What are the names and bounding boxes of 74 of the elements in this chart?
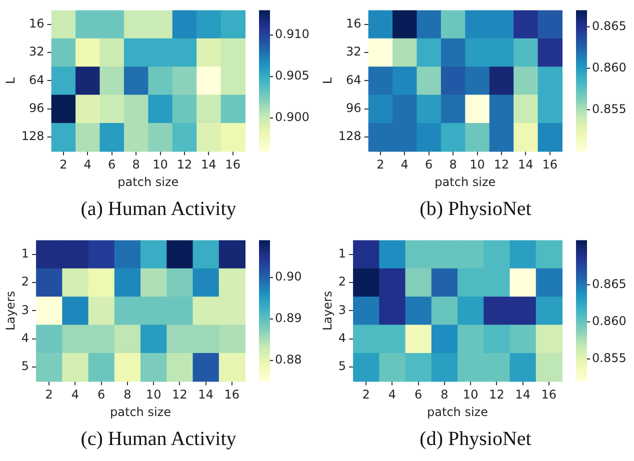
x-tick-label: 4 xyxy=(71,388,80,402)
color-bar-label: 0.855 xyxy=(592,351,626,366)
x-tick-label: 12 xyxy=(172,388,188,402)
x-tick-label: 16 xyxy=(225,158,241,172)
text: (b) PhysioNet xyxy=(418,198,532,221)
x-tick-label: 12 xyxy=(494,158,510,172)
x-tick-label: 4 xyxy=(388,388,396,402)
y-tick-label: 1 xyxy=(21,246,30,260)
x-tick-label: 14 xyxy=(201,158,216,172)
color-bar-label: 0.90 xyxy=(275,270,302,284)
x-tick-label: 4 xyxy=(84,158,92,172)
x-tick-label: 4 xyxy=(400,158,408,172)
color-bar-label: 0.865 xyxy=(592,276,626,291)
color-bar-label: 0.905 xyxy=(275,68,310,83)
y-axis-title: Layers xyxy=(320,290,334,331)
y-tick-label: 2 xyxy=(338,274,346,289)
color-bar-label: 0.860 xyxy=(592,60,626,74)
y-tick-label: 2 xyxy=(21,274,30,289)
color-bar-label: 0.910 xyxy=(275,27,310,42)
y-tick-label: 5 xyxy=(338,359,346,374)
x-tick-label: 16 xyxy=(542,158,558,172)
x-tick-label: 10 xyxy=(470,158,485,172)
x-axis-title: patch size xyxy=(427,404,488,419)
x-tick-label: 2 xyxy=(376,158,384,172)
x-tick-label: 12 xyxy=(489,388,504,402)
x-tick-label: 16 xyxy=(541,388,557,402)
text: (a) Human Activity xyxy=(80,198,238,221)
x-tick-label: 6 xyxy=(98,388,106,402)
x-tick-label: 16 xyxy=(224,388,240,402)
x-tick-label: 6 xyxy=(108,158,116,172)
y-tick-label: 128 xyxy=(21,129,44,144)
y-tick-label: 64 xyxy=(29,72,44,87)
x-tick-label: 10 xyxy=(462,388,478,402)
x-axis-title: patch size xyxy=(110,404,171,419)
x-axis-title: patch size xyxy=(118,174,179,189)
y-tick-label: 64 xyxy=(346,72,362,87)
color-bar-label: 0.860 xyxy=(592,314,626,328)
y-axis-title: L xyxy=(3,77,18,84)
y-tick-label: 3 xyxy=(338,302,346,317)
y-tick-label: 3 xyxy=(21,302,30,317)
x-tick-label: 10 xyxy=(152,158,168,172)
x-tick-label: 8 xyxy=(132,158,140,172)
text: (d) PhysioNet xyxy=(418,428,532,451)
color-bar-label: 0.89 xyxy=(275,311,302,326)
x-tick-label: 6 xyxy=(414,388,422,402)
color-bar-label: 0.900 xyxy=(275,110,310,124)
color-bar-label: 0.865 xyxy=(592,18,626,33)
y-tick-label: 4 xyxy=(338,331,346,346)
y-tick-label: 96 xyxy=(346,101,362,116)
y-axis-title: L xyxy=(320,77,334,84)
x-axis-title: patch size xyxy=(434,174,496,189)
color-bar-label: 0.88 xyxy=(275,352,302,367)
y-tick-label: 16 xyxy=(29,16,44,30)
y-tick-label: 16 xyxy=(346,16,362,30)
y-tick-label: 128 xyxy=(338,129,362,144)
y-tick-label: 96 xyxy=(29,101,44,116)
x-tick-label: 14 xyxy=(515,388,530,402)
x-tick-label: 12 xyxy=(176,158,192,172)
text: (c) Human Activity xyxy=(80,428,238,451)
x-tick-label: 10 xyxy=(146,388,162,402)
x-tick-label: 2 xyxy=(60,158,68,172)
y-tick-label: 32 xyxy=(29,44,44,59)
x-tick-label: 8 xyxy=(124,388,132,402)
x-tick-label: 8 xyxy=(440,388,448,402)
x-tick-label: 6 xyxy=(425,158,433,172)
y-tick-label: 1 xyxy=(338,246,346,260)
y-tick-label: 4 xyxy=(21,331,30,346)
color-bar-label: 0.855 xyxy=(592,102,626,116)
x-tick-label: 8 xyxy=(449,158,457,172)
x-tick-label: 14 xyxy=(518,158,534,172)
x-tick-label: 14 xyxy=(198,388,214,402)
y-axis-title: Layers xyxy=(3,290,18,331)
y-tick-label: 5 xyxy=(21,359,30,374)
y-tick-label: 32 xyxy=(346,44,362,59)
